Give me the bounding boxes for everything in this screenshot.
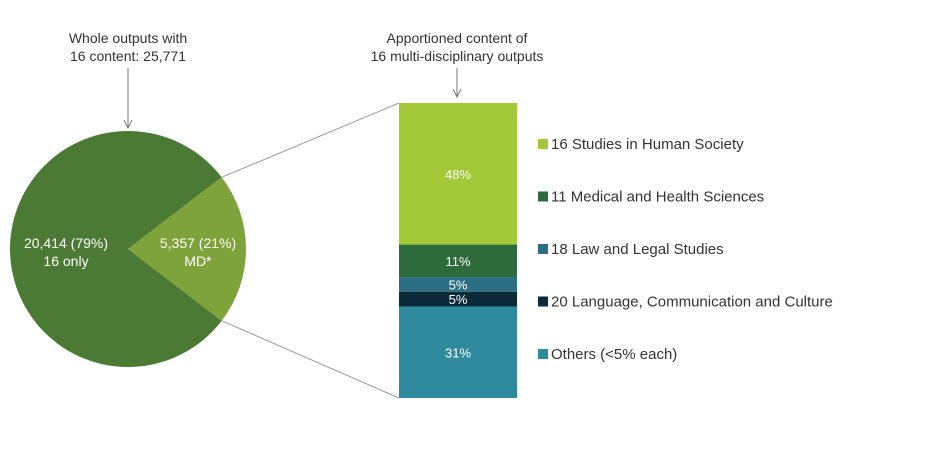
pie-label-md-value: 5,357 (21%) (160, 235, 236, 251)
pie-label-md-caption: MD* (184, 253, 212, 269)
pie-slice-md (128, 177, 246, 321)
bar-pointer-arrow (452, 68, 462, 99)
legend-swatch-4 (538, 296, 548, 307)
stacked-bar: 48% 11% 5%5% 31% (399, 103, 517, 398)
bar-title-line-1: Apportioned content of (387, 30, 528, 46)
bar-segment-label-1: 48% (445, 167, 471, 182)
pie-title-line-1: Whole outputs with (69, 30, 187, 46)
bar-segment-3 (399, 277, 517, 292)
legend-label-4: 20 Language, Communication and Culture (551, 294, 833, 311)
bar-segment-4 (399, 291, 517, 307)
pie-pointer-arrow (123, 68, 133, 130)
bar-segment-label-4: 5% (449, 292, 468, 307)
pie-label-main-caption: 16 only (43, 253, 88, 269)
pie-label-main-value: 20,414 (79%) (24, 235, 108, 251)
legend-swatch-3 (538, 244, 548, 254)
bar-segment-label-3: 5% (449, 277, 468, 292)
legend: 16 Studies in Human Society 11 Medical an… (538, 136, 833, 363)
legend-label-2: 11 Medical and Health Sciences (551, 189, 764, 206)
bar-segment-2 (399, 244, 517, 278)
legend-swatch-5 (538, 349, 548, 359)
pie-to-bar-connectors (221, 102, 400, 399)
pie-slice-16-only (9, 131, 222, 367)
connector-top (221, 102, 400, 178)
bar-segment-label-5: 31% (445, 345, 471, 360)
legend-swatch-1 (538, 139, 548, 149)
legend-label-3: 18 Law and Legal Studies (551, 241, 724, 258)
legend-swatch-2 (538, 191, 548, 202)
bar-segment-label-2: 11% (445, 254, 470, 269)
bar-segment-1 (399, 103, 517, 245)
pie-chart: 20,414 (79%) 16 only 5,357 (21%) MD* (9, 131, 246, 367)
legend-label-1: 16 Studies in Human Society (551, 136, 744, 153)
pie-title-line-2: 16 content: 25,771 (70, 48, 186, 64)
connector-bottom (221, 320, 400, 399)
bar-segment-5 (399, 306, 517, 398)
bar-title-line-2: 16 multi-disciplinary outputs (371, 48, 544, 64)
legend-label-5: Others (<5% each) (551, 346, 677, 363)
